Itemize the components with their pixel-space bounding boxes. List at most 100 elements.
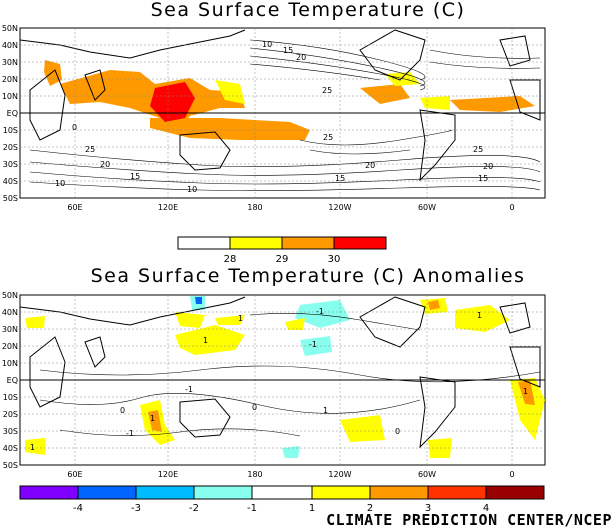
lon-label: 120W bbox=[328, 203, 351, 212]
top-colorbar: 28 29 30 bbox=[177, 236, 387, 265]
anomaly-warm-orange bbox=[518, 380, 535, 405]
lat-label: 40N bbox=[2, 308, 18, 317]
colorbar-swatch bbox=[251, 485, 313, 500]
contour-label: 1 bbox=[150, 414, 155, 423]
coastline-north-america bbox=[359, 296, 426, 348]
anomaly-warm-orange bbox=[428, 300, 440, 310]
contour-line bbox=[249, 63, 381, 81]
lat-label: 10N bbox=[2, 359, 18, 368]
contour-label: 0 bbox=[120, 406, 125, 415]
credit-label: CLIMATE PREDICTION CENTER/NCEP bbox=[326, 511, 612, 529]
top-map-shading bbox=[44, 60, 535, 140]
lon-label: 120W bbox=[328, 470, 351, 479]
red-sea-orange bbox=[44, 60, 62, 86]
lat-label: 20N bbox=[2, 75, 18, 84]
lon-label: 60E bbox=[67, 470, 82, 479]
anomaly-warm-orange bbox=[148, 410, 162, 432]
coastline-europe bbox=[499, 35, 531, 67]
colorbar-swatch bbox=[281, 236, 335, 250]
coastline-eurasia bbox=[19, 29, 246, 59]
anomaly-warm-yellow bbox=[510, 378, 545, 440]
contour-line bbox=[29, 181, 541, 191]
lat-label: 30N bbox=[2, 58, 18, 67]
anomaly-cool-blue bbox=[195, 297, 202, 304]
lon-label: 120E bbox=[158, 203, 178, 212]
coastline-india bbox=[84, 336, 106, 368]
anomaly-warm-yellow bbox=[175, 312, 205, 328]
colorbar-swatch bbox=[427, 485, 487, 500]
contour-line bbox=[249, 313, 421, 331]
colorbar-swatch bbox=[333, 236, 387, 250]
coastline-australia bbox=[179, 398, 231, 438]
coastline-south-america bbox=[419, 376, 456, 449]
colorbar-tick: -1 bbox=[247, 503, 257, 514]
coastline-west-africa bbox=[509, 346, 541, 388]
top-lon-labels: 60E 120E 180 120W 60W 0 bbox=[67, 203, 514, 212]
lat-label: 10N bbox=[2, 92, 18, 101]
top-map: 10 15 20 25 25 20 15 10 15 20 25 25 20 1… bbox=[2, 24, 546, 265]
contour-line bbox=[29, 171, 541, 185]
colorbar-swatch bbox=[19, 485, 79, 500]
lon-label: 60W bbox=[418, 470, 436, 479]
anomaly-cool-cyan bbox=[282, 446, 300, 458]
lon-label: 180 bbox=[247, 203, 262, 212]
contour-label: 1 bbox=[523, 387, 528, 396]
lat-label: 40N bbox=[2, 41, 18, 50]
top-map-contours bbox=[29, 39, 541, 191]
colorbar-swatch bbox=[193, 485, 253, 500]
colorbar-swatch bbox=[77, 485, 137, 500]
colorbar-tick: 29 bbox=[276, 254, 289, 265]
lat-label: 10S bbox=[3, 393, 18, 402]
colorbar-swatch bbox=[135, 485, 195, 500]
colorbar-swatch bbox=[177, 236, 231, 250]
contour-line bbox=[249, 39, 426, 81]
contour-label: 1 bbox=[477, 311, 482, 320]
colorbar-tick: 4 bbox=[483, 503, 489, 514]
lat-label: 20S bbox=[3, 410, 18, 419]
contour-label: 0 bbox=[72, 123, 77, 132]
coastline-eurasia bbox=[19, 296, 246, 326]
contour-label: -1 bbox=[185, 385, 193, 394]
lat-label: 30S bbox=[3, 427, 18, 436]
lon-label: 0 bbox=[509, 470, 514, 479]
anomaly-warm-yellow bbox=[340, 415, 385, 442]
lat-label: 20N bbox=[2, 342, 18, 351]
contour-label: 1 bbox=[323, 406, 328, 415]
bottom-map-title: Sea Surface Temperature (C) Anomalies bbox=[90, 265, 526, 287]
top-lat-labels: 50N 40N 30N 20N 10N EQ 10S 20S 30S 40S 5… bbox=[2, 24, 18, 203]
colorbar-swatch bbox=[485, 485, 545, 500]
contour-label: 25 bbox=[85, 145, 95, 154]
contour-label: 20 bbox=[365, 161, 375, 170]
contour-line bbox=[299, 129, 452, 146]
contour-line bbox=[309, 149, 411, 155]
contour-label: 1 bbox=[238, 314, 243, 323]
contour-label: 25 bbox=[473, 145, 483, 154]
atlantic-yellow bbox=[420, 96, 450, 110]
warm-pool-yellow bbox=[215, 80, 245, 104]
contour-line bbox=[249, 47, 426, 87]
contour-label: 20 bbox=[483, 162, 493, 171]
lon-label: 60E bbox=[67, 203, 82, 212]
colorbar-tick: -3 bbox=[131, 503, 141, 514]
contour-label: 20 bbox=[100, 160, 110, 169]
contour-label: 25 bbox=[322, 86, 332, 95]
lat-label: 30S bbox=[3, 160, 18, 169]
contour-line bbox=[59, 428, 301, 437]
lat-label: EQ bbox=[7, 109, 18, 118]
contour-label: 15 bbox=[130, 172, 140, 181]
lat-label: 40S bbox=[3, 444, 18, 453]
lat-label: 30N bbox=[2, 325, 18, 334]
east-pacific-orange bbox=[360, 84, 410, 104]
lon-label: 0 bbox=[509, 203, 514, 212]
anomaly-warm-yellow bbox=[25, 438, 45, 455]
coastline-europe bbox=[499, 302, 531, 334]
top-map-title: Sea Surface Temperature (C) bbox=[150, 0, 466, 21]
lat-label: 50S bbox=[3, 194, 18, 203]
atlantic-orange bbox=[450, 96, 535, 112]
contour-label: -1 bbox=[126, 429, 134, 438]
colorbar-tick: -2 bbox=[189, 503, 199, 514]
anomaly-warm-yellow bbox=[175, 325, 245, 355]
coastline-south-america bbox=[419, 109, 456, 182]
lat-label: 50N bbox=[2, 291, 18, 300]
